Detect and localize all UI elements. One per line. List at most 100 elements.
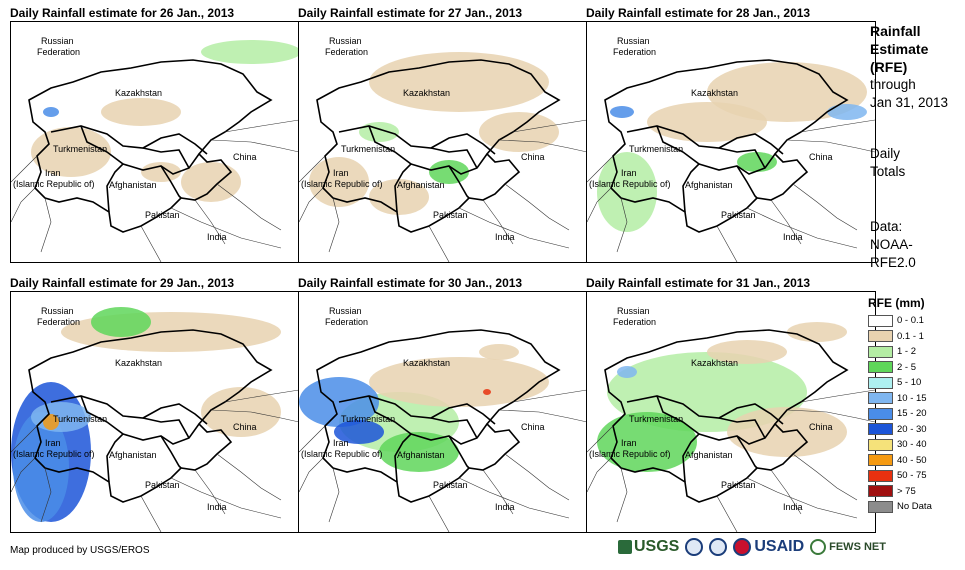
country-borders	[316, 329, 561, 503]
rainfall-area	[43, 414, 59, 430]
country-borders	[604, 59, 849, 233]
data-source-note: Data: NOAA- RFE2.0	[870, 218, 916, 272]
map-view: Russian Federation Kazakhstan Turkmenist…	[10, 291, 300, 533]
label-afghanistan: Afghanistan	[109, 180, 157, 190]
label-china: China	[233, 152, 257, 162]
label-pakistan: Pakistan	[433, 480, 468, 490]
rainfall-area	[334, 420, 384, 444]
fews-net-logo: FEWS NET	[810, 539, 886, 555]
label-iran: (Islamic Republic of)	[589, 179, 671, 189]
legend-item: 30 - 40	[868, 437, 932, 453]
legend-swatch	[868, 469, 893, 482]
rfe-title-line: Rainfall	[870, 23, 921, 39]
agency-logos: USGS USAID FEWS NET	[618, 538, 886, 556]
rainfall-area	[787, 322, 847, 342]
legend-swatch	[868, 345, 893, 358]
label-china: China	[809, 152, 833, 162]
map-view: Russian Federation Kazakhstan Turkmenist…	[586, 21, 876, 263]
legend-item: 50 - 75	[868, 468, 932, 484]
legend-label: No Data	[897, 501, 932, 513]
label-kazakhstan: Kazakhstan	[691, 358, 738, 368]
label-russia: Federation	[37, 317, 80, 327]
label-russia: Federation	[613, 47, 656, 57]
legend-swatch	[868, 407, 893, 420]
label-afghanistan: Afghanistan	[685, 180, 733, 190]
rainfall-area	[737, 152, 777, 172]
rainfall-area	[707, 340, 787, 364]
data-source-line: RFE2.0	[870, 255, 916, 270]
label-afghanistan: Afghanistan	[685, 450, 733, 460]
legend-swatch	[868, 314, 893, 327]
map-view: Russian Federation Kazakhstan Turkmenist…	[10, 21, 300, 263]
legend-label: 30 - 40	[897, 439, 927, 451]
panel-title: Daily Rainfall estimate for 28 Jan., 201…	[586, 6, 811, 20]
legend-label: 0 - 0.1	[897, 315, 924, 327]
noaa-logo-icon	[685, 538, 704, 556]
rainfall-area	[91, 307, 151, 337]
map-legend: RFE (mm) 0 - 0.1 0.1 - 1 1 - 2 2 - 5 5 - 10 1…	[868, 296, 932, 515]
legend-swatch	[868, 438, 893, 451]
label-russia: Federation	[613, 317, 656, 327]
label-iran: Iran	[333, 168, 349, 178]
label-russia: Russian	[329, 306, 362, 316]
label-india: India	[207, 502, 227, 512]
panel-title: Daily Rainfall estimate for 29 Jan., 201…	[10, 276, 235, 290]
label-iran: Iran	[621, 168, 637, 178]
rainfall-area	[31, 127, 111, 177]
label-pakistan: Pakistan	[721, 480, 756, 490]
label-russia: Russian	[617, 36, 650, 46]
label-afghanistan: Afghanistan	[397, 180, 445, 190]
legend-item: 1 - 2	[868, 344, 932, 360]
label-pakistan: Pakistan	[145, 210, 180, 220]
legend-item: > 75	[868, 484, 932, 500]
legend-item: 15 - 20	[868, 406, 932, 422]
label-russia: Russian	[617, 306, 650, 316]
rainfall-area	[201, 40, 299, 64]
map-view: Russian Federation Kazakhstan Turkmenist…	[298, 21, 588, 263]
label-iran: (Islamic Republic of)	[13, 179, 95, 189]
label-iran: (Islamic Republic of)	[301, 449, 383, 459]
data-source-line: NOAA-	[870, 237, 913, 252]
rainfall-area	[483, 389, 491, 395]
rainfall-area	[707, 62, 867, 122]
panel-title: Daily Rainfall estimate for 27 Jan., 201…	[298, 6, 523, 20]
legend-swatch	[868, 392, 893, 405]
daily-totals-line: Daily	[870, 146, 901, 161]
rainfall-area	[181, 162, 241, 202]
rfe-title-line: (RFE)	[870, 59, 908, 75]
through-date: Jan 31, 2013	[870, 95, 949, 110]
rainfall-area	[617, 366, 637, 378]
legend-item: 40 - 50	[868, 453, 932, 469]
label-iran: Iran	[45, 168, 61, 178]
legend-label: 0.1 - 1	[897, 330, 924, 342]
label-india: India	[495, 502, 515, 512]
legend-item: 10 - 15	[868, 391, 932, 407]
label-china: China	[521, 422, 545, 432]
legend-label: 20 - 30	[897, 423, 927, 435]
label-kazakhstan: Kazakhstan	[403, 358, 450, 368]
legend-swatch	[868, 330, 893, 343]
label-turkmenistan: Turkmenistan	[53, 414, 107, 424]
label-turkmenistan: Turkmenistan	[629, 144, 683, 154]
legend-title: RFE (mm)	[868, 296, 925, 310]
rainfall-area	[827, 104, 867, 120]
country-borders	[28, 59, 273, 233]
label-china: China	[521, 152, 545, 162]
label-china: China	[233, 422, 257, 432]
rfe-title-line: Estimate	[870, 41, 929, 57]
legend-label: 15 - 20	[897, 408, 927, 420]
rainfall-area	[369, 357, 549, 407]
map-credit: Map produced by USGS/EROS	[10, 545, 150, 556]
legend-item: 2 - 5	[868, 360, 932, 376]
legend-label: 5 - 10	[897, 377, 922, 389]
label-iran: (Islamic Republic of)	[301, 179, 383, 189]
legend-label: 50 - 75	[897, 470, 927, 482]
label-russia: Russian	[41, 36, 74, 46]
legend-label: 10 - 15	[897, 392, 927, 404]
label-kazakhstan: Kazakhstan	[691, 88, 738, 98]
rainfall-area	[359, 122, 399, 142]
label-kazakhstan: Kazakhstan	[115, 88, 162, 98]
legend-swatch	[868, 500, 893, 513]
legend-item: No Data	[868, 499, 932, 515]
label-pakistan: Pakistan	[433, 210, 468, 220]
